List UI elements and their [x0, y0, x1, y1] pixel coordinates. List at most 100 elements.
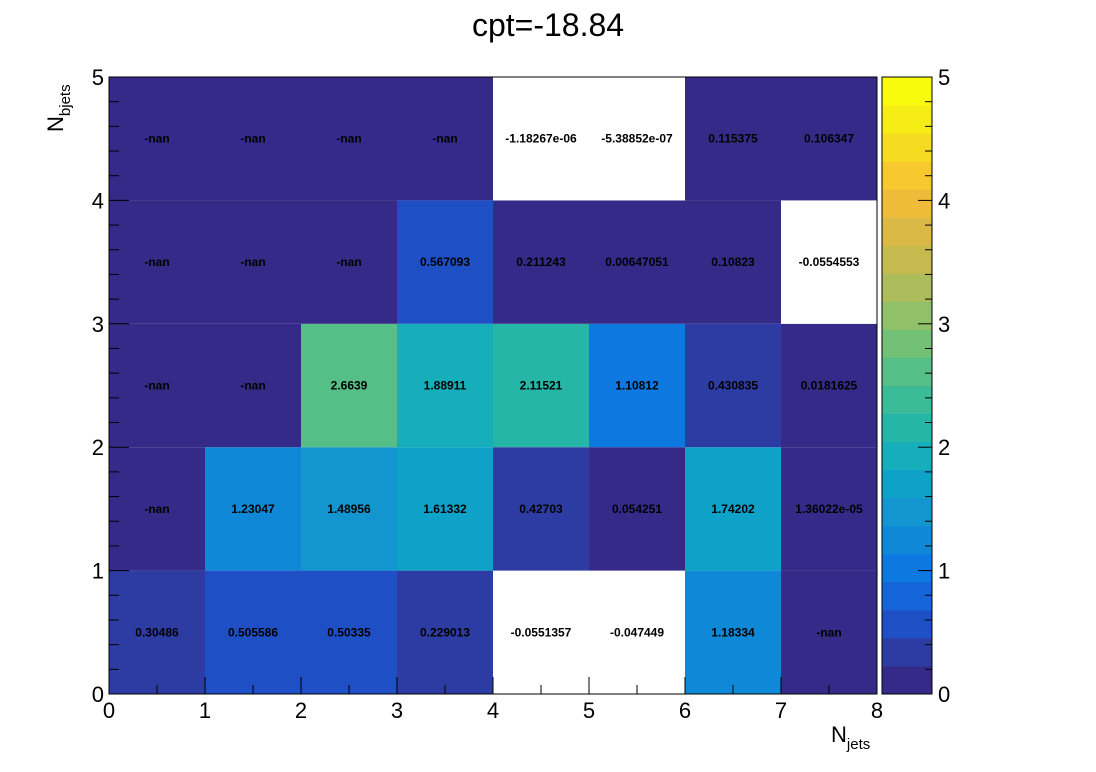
heatmap-cell — [205, 200, 301, 324]
y-axis-label-sub: bjets — [57, 84, 74, 116]
palette-swatch — [882, 105, 932, 134]
cell-value-label: 1.48956 — [327, 502, 371, 516]
heatmap-cell — [205, 323, 301, 448]
x-axis-label: Njets — [831, 722, 870, 753]
palette-swatch — [882, 357, 932, 386]
cell-value-label: 0.00647051 — [605, 255, 669, 269]
y-tick-label: 3 — [92, 312, 104, 337]
heatmap-cell — [493, 200, 589, 324]
cell-value-label: -1.18267e-06 — [505, 132, 577, 146]
x-tick-label: 4 — [487, 698, 499, 723]
y-axis-label-main: N — [43, 116, 68, 132]
cell-value-label: 2.11521 — [520, 379, 563, 393]
heatmap-cell — [781, 200, 877, 324]
cell-value-label: 0.30486 — [135, 625, 179, 639]
cell-value-label: 0.229013 — [420, 625, 470, 639]
palette-swatch — [882, 665, 932, 695]
cell-value-label: 0.10823 — [711, 255, 755, 269]
palette-swatch — [882, 553, 932, 583]
cell-value-label: -0.0551357 — [511, 625, 572, 639]
cell-value-label: 0.115375 — [708, 132, 758, 146]
heatmap-cell — [109, 200, 205, 324]
heatmap-cell — [685, 447, 781, 571]
heatmap-cell — [493, 447, 589, 571]
x-tick-label: 2 — [295, 698, 307, 723]
cell-value-label: 1.18334 — [711, 625, 755, 639]
y-tick-label: 2 — [92, 435, 104, 460]
heatmap-cell — [301, 570, 397, 694]
cell-value-label: -nan — [144, 502, 169, 516]
heatmap-cell — [781, 323, 877, 448]
palette-swatch — [882, 385, 932, 415]
cell-value-label: -nan — [816, 625, 841, 639]
cell-value-label: -nan — [240, 379, 265, 393]
palette-swatch — [882, 273, 932, 302]
palette-border — [881, 76, 933, 695]
palette-swatch — [882, 189, 932, 218]
heatmap-cell — [301, 77, 397, 201]
x-tick-label: 7 — [775, 698, 787, 723]
heatmap-cell — [397, 570, 493, 694]
cell-value-label: 1.61332 — [423, 502, 467, 516]
heatmap-cell — [109, 570, 205, 694]
cell-value-label: -nan — [144, 255, 169, 269]
cell-value-label: 0.50335 — [327, 625, 371, 639]
heatmap-cell — [589, 200, 685, 324]
palette-swatch — [882, 525, 932, 555]
heatmap-cell — [109, 447, 205, 571]
cell-value-label: 1.74202 — [711, 502, 755, 516]
z-tick-label: 1 — [938, 559, 950, 584]
heatmap-cell — [205, 447, 301, 571]
heatmap-cell — [301, 200, 397, 324]
x-tick-label: 1 — [199, 698, 211, 723]
z-tick-label: 3 — [938, 312, 950, 337]
heatmap-cell — [589, 447, 685, 571]
y-tick-label: 4 — [92, 188, 104, 213]
heatmap-cell — [781, 77, 877, 201]
y-tick-label: 5 — [92, 65, 104, 90]
heatmap-cell — [589, 77, 685, 201]
heatmap-cell — [205, 77, 301, 201]
heatmap-cell — [493, 570, 589, 694]
heatmap-cell — [301, 447, 397, 571]
palette-swatch — [882, 245, 932, 274]
x-tick-label: 5 — [583, 698, 595, 723]
x-tick-label: 8 — [871, 698, 883, 723]
heatmap-cell — [397, 77, 493, 201]
z-tick-label: 5 — [938, 65, 950, 90]
cell-value-label: 0.42703 — [519, 502, 563, 516]
cell-value-label: 0.054251 — [612, 502, 662, 516]
cell-value-label: 1.10812 — [615, 379, 659, 393]
y-tick-label: 0 — [92, 682, 104, 707]
palette-swatch — [882, 497, 932, 527]
heatmap-cell — [493, 323, 589, 448]
palette-swatch — [882, 301, 932, 330]
palette-swatch — [882, 161, 932, 190]
heatmap-cell — [397, 200, 493, 324]
chart-title: cpt=-18.84 — [472, 7, 624, 43]
cell-value-label: -nan — [432, 132, 457, 146]
palette-swatch — [882, 609, 932, 639]
palette-swatch — [882, 469, 932, 499]
x-tick-label: 0 — [103, 698, 115, 723]
x-axis-label-main: N — [831, 722, 847, 747]
color-palette-bar — [881, 76, 933, 695]
x-axis-label-sub: jets — [846, 736, 870, 753]
cell-value-label: 0.505586 — [228, 625, 278, 639]
cell-value-label: 0.567093 — [420, 255, 470, 269]
palette-swatch — [882, 77, 932, 106]
y-axis-ticks: 0 1 2 3 4 5 — [92, 65, 129, 707]
palette-swatch — [882, 329, 932, 358]
cell-value-label: -nan — [240, 255, 265, 269]
x-axis-ticks: 0 1 2 3 4 5 6 7 8 — [103, 677, 883, 723]
heatmap-cell — [781, 447, 877, 571]
heatmap-cell — [589, 323, 685, 448]
heatmap-cells — [109, 77, 877, 694]
cell-value-label: -nan — [144, 379, 169, 393]
cell-value-label: 0.106347 — [804, 132, 854, 146]
heatmap-cell — [397, 323, 493, 448]
cell-value-label: 1.88911 — [424, 379, 467, 393]
heatmap-cell — [685, 200, 781, 324]
cell-value-label: 1.36022e-05 — [795, 502, 863, 516]
heatmap-cell — [685, 570, 781, 694]
